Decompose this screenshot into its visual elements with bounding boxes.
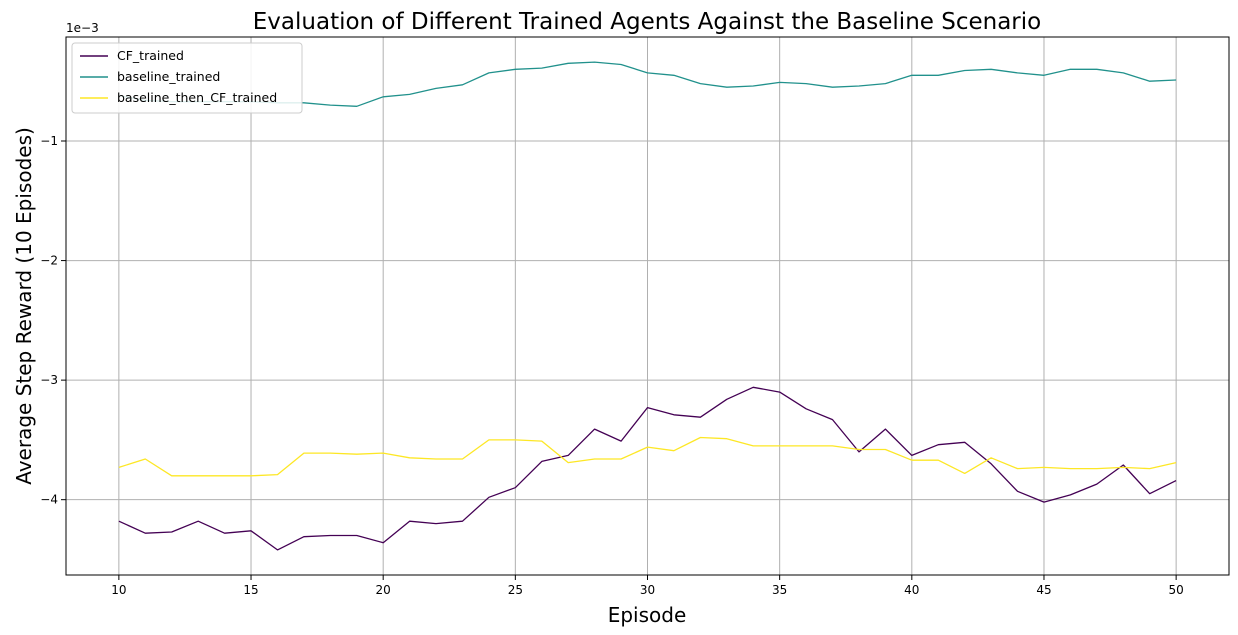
x-tick-label: 10 [111, 583, 126, 597]
x-tick-label: 25 [508, 583, 523, 597]
x-tick-label: 30 [640, 583, 655, 597]
x-tick-label: 45 [1036, 583, 1051, 597]
chart-title: Evaluation of Different Trained Agents A… [253, 9, 1041, 35]
y-axis-label: Average Step Reward (10 Episodes) [12, 127, 36, 485]
axis-ticks: 10 15 20 25 30 35 40 45 50 −1 −2 −3 −4 [40, 134, 1183, 597]
y-tick-label: −2 [40, 254, 58, 268]
x-tick-label: 15 [243, 583, 258, 597]
legend-box [71, 42, 303, 114]
legend: CF_trained baseline_trained baseline_the… [71, 42, 303, 114]
legend-label-baseline-trained: baseline_trained [117, 69, 220, 84]
series-line-baseline-then-cf-trained [118, 436, 1177, 477]
y-tick-label: −4 [40, 493, 58, 507]
x-tick-label: 20 [376, 583, 391, 597]
y-offset-text: 1e−3 [66, 21, 99, 35]
legend-label-baseline-then-cf-trained: baseline_then_CF_trained [117, 90, 277, 105]
x-tick-label: 35 [772, 583, 787, 597]
legend-label-cf-trained: CF_trained [117, 48, 184, 63]
x-axis-label: Episode [608, 603, 687, 627]
y-tick-label: −1 [40, 134, 58, 148]
grid-lines [66, 37, 1229, 575]
y-tick-label: −3 [40, 373, 58, 387]
x-tick-label: 50 [1168, 583, 1183, 597]
series-line-cf-trained [118, 386, 1177, 551]
x-tick-label: 40 [904, 583, 919, 597]
